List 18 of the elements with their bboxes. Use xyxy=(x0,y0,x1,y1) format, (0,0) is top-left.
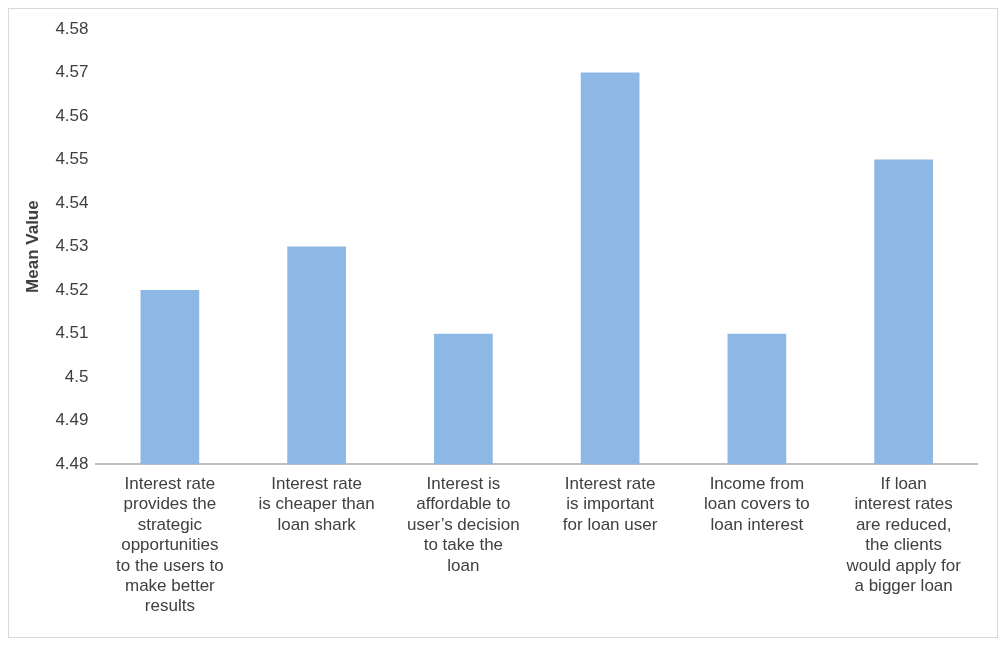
y-tick-label: 4.49 xyxy=(55,410,89,430)
y-tick-label: 4.54 xyxy=(55,192,89,212)
y-tick-label: 4.56 xyxy=(55,105,89,125)
x-tick-label: Interest rate is cheaper than loan shark xyxy=(258,474,375,534)
y-tick-label: 4.58 xyxy=(55,18,89,38)
y-tick-label: 4.52 xyxy=(55,279,89,299)
x-tick-label: Interest rate is important for loan user xyxy=(562,474,658,534)
y-tick-label: 4.48 xyxy=(55,453,89,473)
x-tick-label: Interest is affordable to user’s decision to take the loan xyxy=(406,474,520,575)
y-tick-label: 4.53 xyxy=(55,236,89,256)
y-tick-label: 4.51 xyxy=(55,323,89,343)
x-tick-label: Income from loan covers to loan interest xyxy=(703,474,810,534)
x-tick-label: If loan interest rates are reduced, the clients would apply for a bigger loan xyxy=(845,474,962,596)
y-axis-title: Mean Value xyxy=(22,200,42,293)
y-tick-label: 4.57 xyxy=(55,62,89,82)
y-tick-label: 4.5 xyxy=(64,366,89,386)
x-tick-label: Interest rate provides the strategic opportunities to the users to make better results xyxy=(116,474,224,616)
y-tick-label: 4.55 xyxy=(55,149,89,169)
